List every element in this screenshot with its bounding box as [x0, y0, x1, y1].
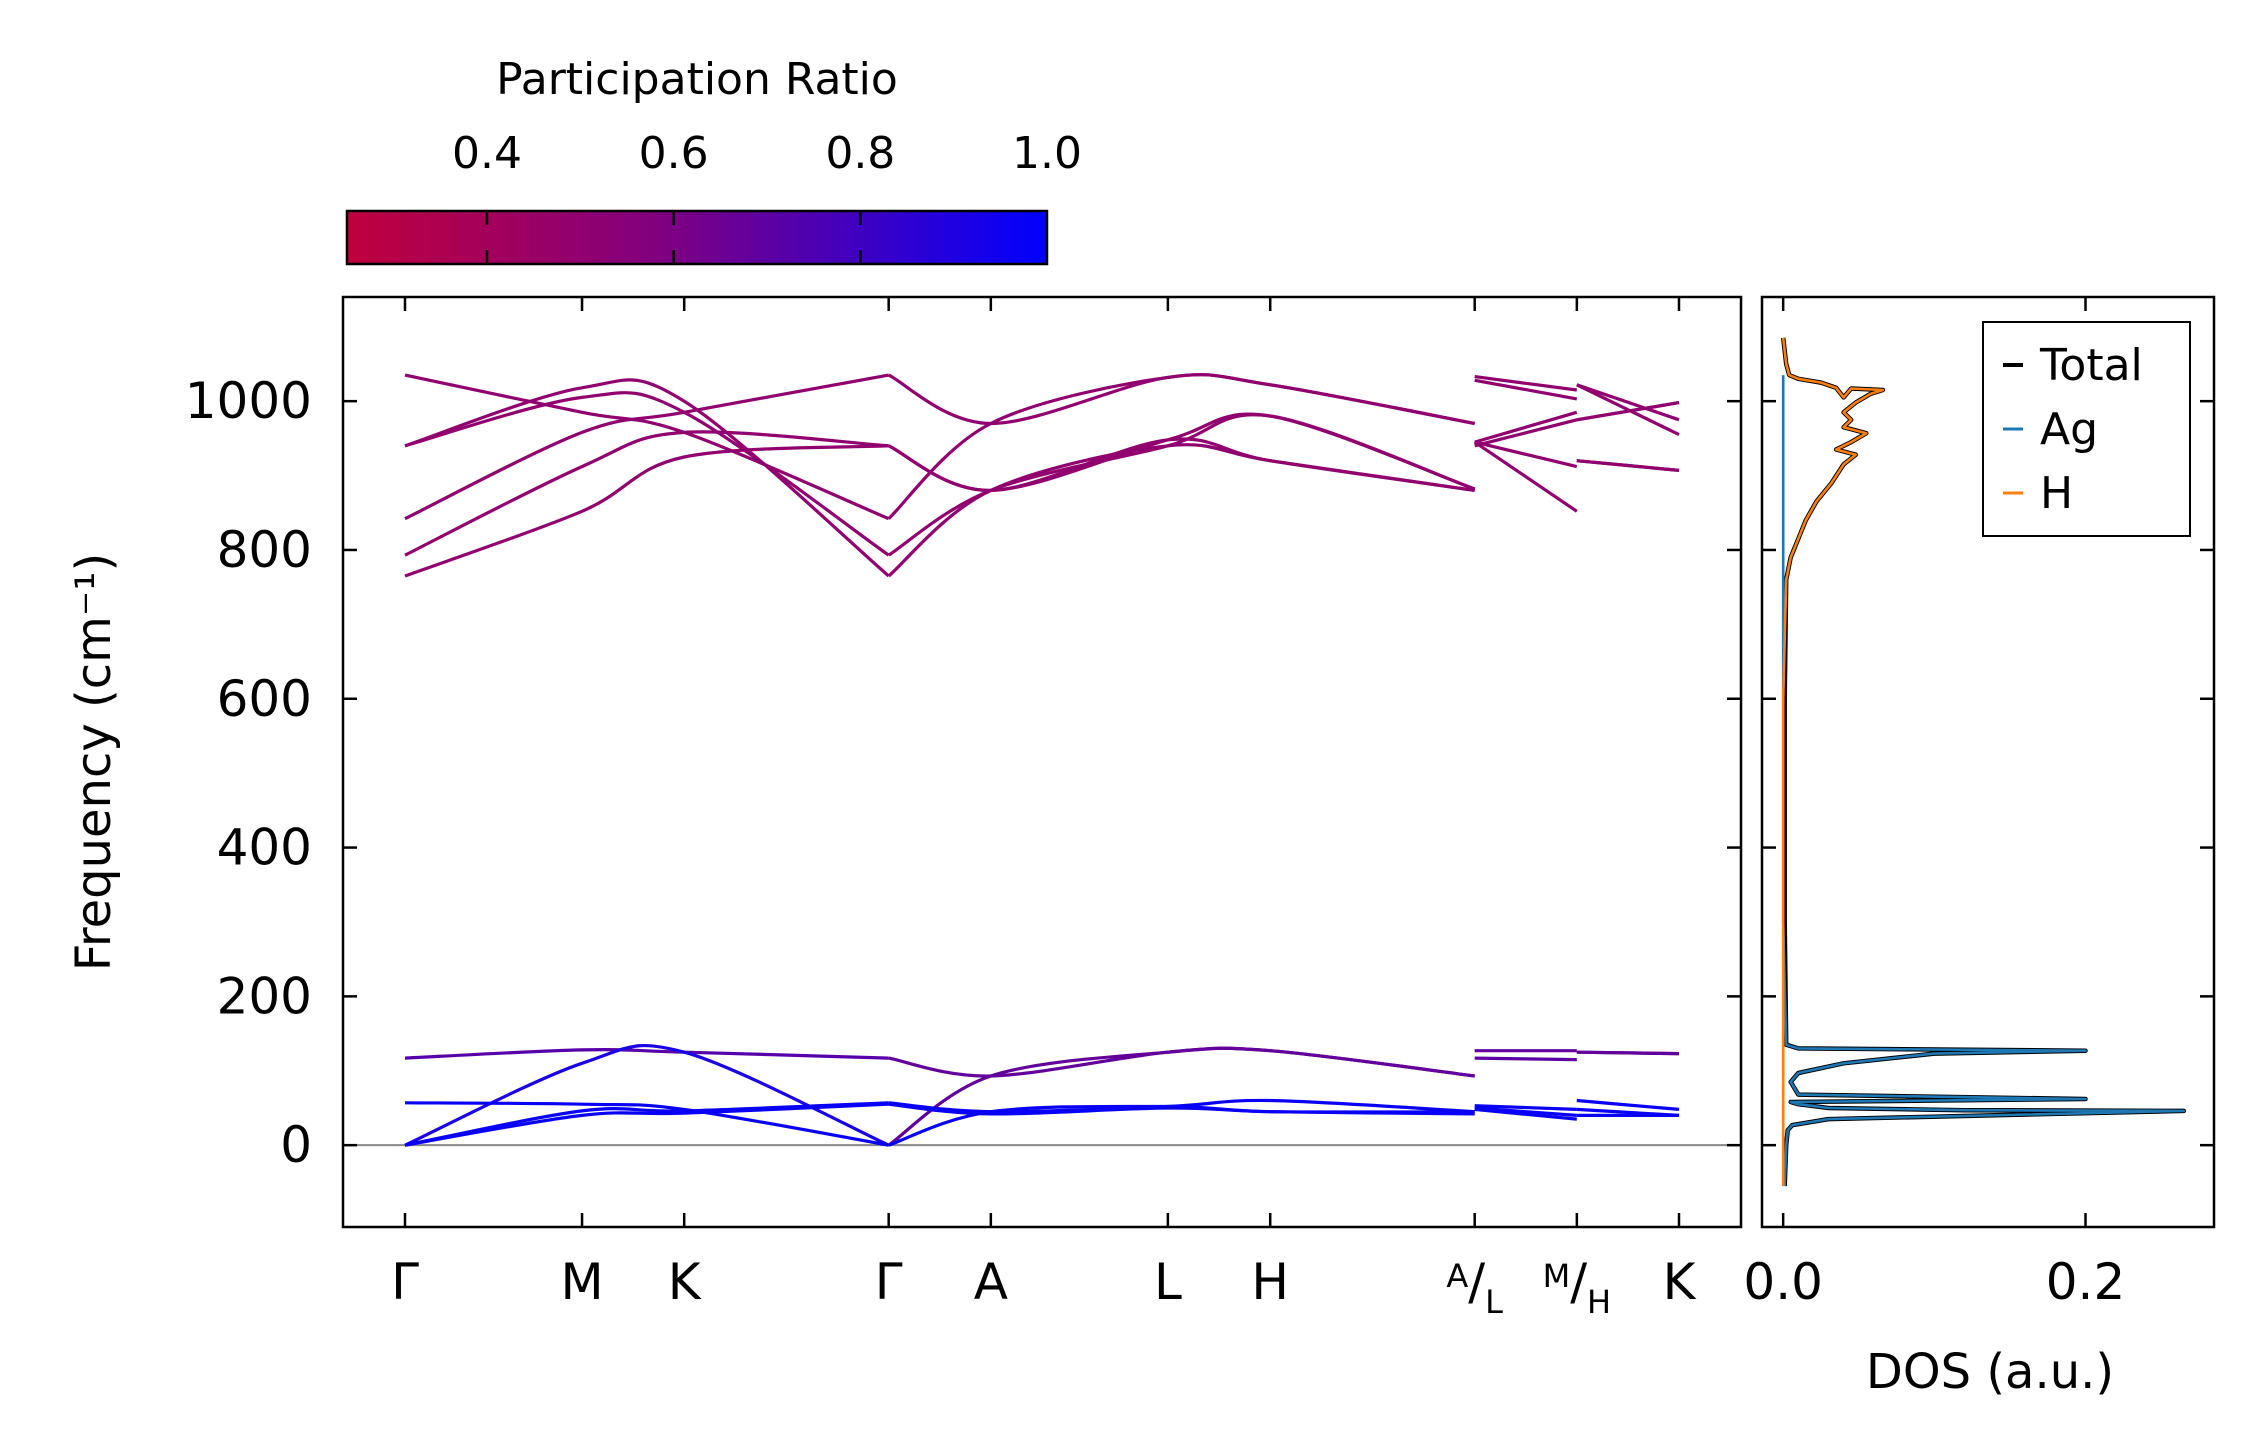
legend-label: Ag: [2040, 404, 2098, 455]
phonon-branch: [404, 1101, 889, 1147]
phonon-branch: [1474, 378, 1578, 401]
phonon-branch: [404, 1048, 889, 1060]
phonon-branch: [888, 437, 1475, 493]
phonon-branch: [1474, 418, 1578, 448]
phonon-branch: [1474, 1056, 1577, 1062]
phonon-branch: [887, 443, 1475, 578]
band-y-axis-label: Frequency (cm⁻¹): [66, 553, 122, 971]
dos-y-ticks: [1762, 399, 2214, 1147]
colorbar-tick-label: 0.6: [639, 128, 709, 179]
phonon-branch: [404, 444, 889, 578]
phonon-branch: [888, 1102, 1475, 1116]
dos-panel: 0.0 0.2 DOS (a.u.) Total Ag H: [1743, 295, 2216, 1400]
phonon-branch: [1576, 1098, 1680, 1111]
x-tick-label: A/L: [1446, 1253, 1503, 1321]
dos-legend: Total Ag H: [1982, 321, 2191, 537]
phonon-branch: [1576, 401, 1680, 422]
y-tick-label: 1000: [185, 372, 312, 430]
y-tick-label: 400: [217, 819, 312, 877]
x-tick-label: M: [560, 1253, 603, 1311]
phonon-branch: [404, 373, 889, 521]
phonon-branch: [887, 373, 1475, 520]
x-tick-label: Γ: [875, 1253, 903, 1311]
colorbar-title: Participation Ratio: [496, 54, 898, 105]
phonon-branch: [404, 1102, 889, 1147]
legend-label: Total: [2039, 340, 2143, 391]
colorbar: Participation Ratio 0.4 0.6 0.8 1.0: [345, 54, 1082, 266]
dos-x-tick-label: 0.0: [1743, 1253, 1823, 1311]
dos-line-ag: [1781, 375, 2186, 1187]
dos-axes-frame: [1760, 295, 2216, 1229]
band-x-ticks: Γ M K Γ A L H A/L M/H K: [391, 297, 1697, 1321]
x-tick-label: L: [1154, 1253, 1182, 1311]
dos-lines: [1780, 337, 2187, 1187]
x-tick-label: A: [974, 1253, 1008, 1311]
phonon-branch: [1474, 1104, 1577, 1111]
phonon-branch: [887, 373, 1475, 426]
x-tick-label: H: [1251, 1253, 1289, 1311]
phonon-branch: [404, 1101, 889, 1147]
x-tick-label: M/H: [1543, 1253, 1612, 1321]
x-tick-label: K: [668, 1253, 702, 1311]
phonon-branch: [404, 378, 890, 578]
band-lines: [404, 373, 1680, 1147]
y-tick-label: 600: [217, 670, 312, 728]
dos-x-ticks: 0.0 0.2: [1743, 297, 2125, 1311]
y-tick-label: 0: [280, 1116, 312, 1174]
phonon-branch: [1576, 1050, 1680, 1056]
dos-x-tick-label: 0.2: [2046, 1253, 2126, 1311]
phonon-branch: [1576, 383, 1680, 422]
band-y-ticks: 0 200 400 600 800 1000: [185, 372, 1741, 1174]
colorbar-tick-label: 0.4: [452, 128, 522, 179]
phonon-branch: [1473, 440, 1578, 513]
x-tick-label: K: [1663, 1253, 1697, 1311]
phonon-branch: [404, 430, 889, 557]
phonon-branch: [404, 391, 890, 557]
band-axes-frame: [341, 295, 1743, 1229]
legend-label: H: [2040, 468, 2073, 519]
phonon-branch: [1474, 410, 1578, 444]
band-structure-panel: 0 200 400 600 800 1000 Γ M K Γ A L H A/L M/H K Frequen…: [66, 295, 1743, 1321]
phonon-branch: [1474, 375, 1578, 392]
phonon-branch: [1474, 1107, 1577, 1121]
dos-line-h: [1781, 337, 1885, 1187]
colorbar-ticks: 0.4 0.6 0.8 1.0: [452, 128, 1082, 264]
y-tick-label: 200: [217, 967, 312, 1025]
dos-x-axis-label: DOS (a.u.): [1866, 1344, 2114, 1400]
colorbar-tick-label: 0.8: [825, 128, 895, 179]
colorbar-gradient: [345, 209, 1049, 266]
phonon-branch: [1576, 459, 1680, 472]
colorbar-tick-label: 1.0: [1012, 128, 1082, 179]
phonon-branch: [887, 1046, 1475, 1147]
x-tick-label: Γ: [391, 1253, 419, 1311]
y-tick-label: 800: [217, 521, 312, 579]
